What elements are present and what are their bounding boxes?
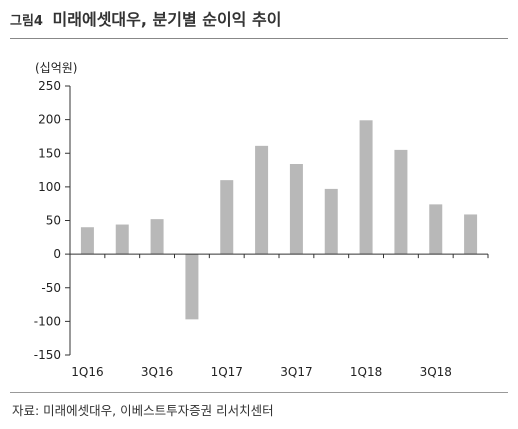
bar-4Q18 bbox=[464, 214, 478, 255]
y-tick-label: 200 bbox=[38, 113, 61, 127]
x-tick-label: 3Q18 bbox=[420, 365, 452, 379]
source-divider bbox=[10, 392, 508, 393]
y-axis-unit-label: (십억원) bbox=[35, 61, 77, 75]
figure-number: 그림4 bbox=[10, 14, 43, 29]
bar-2Q18 bbox=[394, 149, 408, 255]
x-tick-label: 1Q17 bbox=[211, 365, 243, 379]
x-tick-label: 3Q16 bbox=[141, 365, 173, 379]
y-tick-label: -100 bbox=[34, 314, 61, 328]
y-tick-label: 250 bbox=[38, 79, 61, 93]
figure-title-text: 미래에셋대우, 분기별 순이익 추이 bbox=[52, 10, 282, 29]
x-tick-label: 1Q16 bbox=[71, 365, 103, 379]
bar-2Q16 bbox=[115, 224, 129, 255]
figure-title: 그림4 미래에셋대우, 분기별 순이익 추이 bbox=[10, 8, 281, 32]
bar-1Q17 bbox=[220, 180, 234, 255]
y-tick-label: 0 bbox=[53, 247, 61, 261]
y-tick-label: 100 bbox=[38, 180, 61, 194]
bar-4Q17 bbox=[324, 188, 338, 255]
source-note: 자료: 미래에셋대우, 이베스트투자증권 리서치센터 bbox=[12, 403, 274, 418]
x-tick-label: 1Q18 bbox=[350, 365, 382, 379]
y-tick-label: 50 bbox=[46, 214, 61, 228]
bar-1Q18 bbox=[359, 120, 373, 255]
bar-3Q17 bbox=[289, 164, 303, 255]
bar-3Q16 bbox=[150, 219, 164, 255]
title-divider bbox=[10, 38, 508, 39]
x-tick-label: 3Q17 bbox=[280, 365, 312, 379]
y-tick-label: -50 bbox=[41, 281, 61, 295]
y-tick-label: 150 bbox=[38, 146, 61, 160]
bar-2Q17 bbox=[255, 145, 269, 255]
y-tick-label: -150 bbox=[34, 348, 61, 362]
bar-4Q16 bbox=[185, 254, 199, 320]
bar-3Q18 bbox=[429, 204, 443, 255]
bar-1Q16 bbox=[80, 227, 94, 255]
